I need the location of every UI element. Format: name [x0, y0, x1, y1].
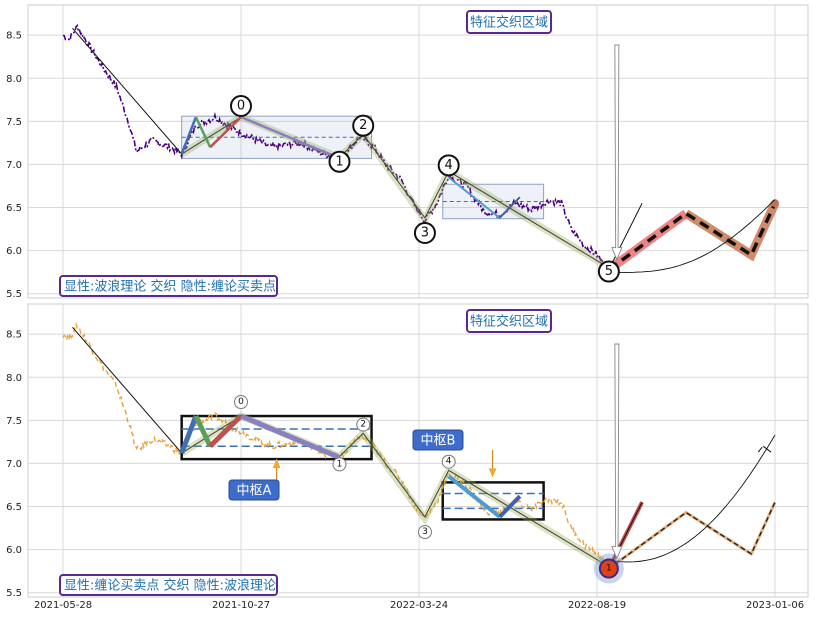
annotation-top-box: 特征交织区域 — [466, 10, 552, 34]
wave-point-marker — [413, 222, 436, 245]
wave-point-marker — [437, 154, 460, 177]
wave-point-label: 5 — [605, 264, 613, 279]
callout-arrow-icon — [272, 459, 281, 469]
annotation-bottom-label: 显性:缠论买卖点 交织 隐性:波浪理论 — [64, 578, 276, 594]
arc-end-hook-icon — [757, 445, 772, 453]
wave-point-label: 1 — [337, 459, 343, 469]
annotation-bottom-box: 显性:波浪理论 交织 隐性:缠论买卖点 — [59, 275, 278, 297]
callout-arrow-icon — [488, 468, 497, 478]
sub-wave-segment — [447, 474, 501, 519]
annotation-top-frame — [466, 10, 552, 34]
y-tick-label: 7.0 — [6, 459, 22, 470]
annotation-top-frame — [466, 309, 552, 333]
wave-point-marker — [597, 260, 620, 283]
wave-point-label: 0 — [237, 99, 245, 114]
sub-wave-segment — [498, 196, 521, 219]
projection-arc — [608, 434, 776, 563]
x-tick-label: 2022-08-19 — [568, 600, 626, 611]
wave-point-marker — [332, 457, 347, 472]
y-tick-label: 6.5 — [6, 203, 22, 214]
wave-point-label: 2 — [359, 118, 367, 133]
wave-point-label: 2 — [360, 420, 366, 430]
top-panel: 5.5 6.0 6.5 7.0 7.5 8.0 8.5 0 1 2 3 4 5 特征交织区域显性:波浪理论… — [6, 4, 809, 300]
x-tick-label: 2023-01-06 — [746, 600, 804, 611]
zhongshu-label: 中枢A — [237, 484, 272, 499]
plot-frame — [27, 4, 809, 299]
sub-wave-segment — [179, 415, 199, 454]
wave-point-label: 0 — [238, 397, 244, 407]
sub-wave-segment — [208, 414, 243, 448]
annotation-top-label: 特征交织区域 — [470, 314, 548, 330]
sub-wave-segment — [240, 413, 341, 460]
y-tick-label: 7.5 — [6, 416, 22, 427]
projection-path — [607, 202, 777, 272]
rising-line — [608, 202, 643, 270]
y-tick-label: 5.5 — [6, 588, 22, 599]
zhongshu-label-box — [412, 429, 464, 451]
down-arrow-icon — [611, 343, 623, 560]
wave-point-marker — [598, 558, 619, 579]
x-tick-label: 2021-05-28 — [34, 600, 92, 611]
projection-arc — [608, 199, 776, 273]
wave-point-label: 3 — [422, 527, 428, 537]
wave-point-label: 4 — [446, 457, 452, 467]
x-tick-label: 2021-10-27 — [212, 600, 270, 611]
annotation-bottom-box: 显性:缠论买卖点 交织 隐性:波浪理论 — [59, 574, 278, 596]
bottom-panel: 5.5 6.0 6.5 7.0 7.5 8.0 8.5 0 1 2 3 4 1 特征交织区域显性:缠论买卖… — [6, 303, 809, 599]
wave-point-marker — [417, 525, 432, 540]
annotation-top-label: 特征交织区域 — [470, 15, 548, 31]
annotation-top-box: 特征交织区域 — [466, 309, 552, 333]
sub-wave-segment — [448, 176, 501, 219]
x-tick-label: 2022-03-24 — [390, 600, 448, 611]
sub-wave-segment — [209, 116, 242, 149]
y-tick-label: 6.5 — [6, 502, 22, 513]
down-arrow-icon — [611, 44, 623, 261]
x-axis: 2021-05-28 2021-10-27 2022-03-24 2022-08-19… — [34, 600, 804, 611]
wave-point-marker — [230, 95, 252, 118]
wave-point-marker — [441, 454, 456, 469]
y-tick-label: 8.0 — [6, 74, 22, 85]
annotation-bottom-label: 显性:波浪理论 交织 隐性:缠论买卖点 — [64, 279, 276, 295]
sub-wave-segment — [194, 116, 212, 148]
trend-line — [72, 326, 610, 568]
y-tick-label: 7.5 — [6, 117, 22, 128]
y-tick-label: 8.5 — [6, 330, 22, 341]
sub-wave-segment — [180, 116, 198, 155]
sub-wave-segment — [498, 494, 522, 519]
y-tick-label: 6.0 — [6, 545, 22, 556]
rising-line — [608, 501, 643, 569]
projection-end-marker — [771, 199, 779, 208]
y-tick-label: 6.0 — [6, 246, 22, 257]
wave-point-marker — [352, 114, 375, 137]
wave-point-label: 4 — [445, 158, 453, 173]
wave-point-marker — [356, 417, 371, 432]
wave-band — [179, 412, 611, 570]
annotation-bottom-frame — [59, 574, 278, 596]
projection-path — [608, 501, 776, 570]
y-tick-label: 7.0 — [6, 160, 22, 171]
projection-glow — [606, 209, 689, 274]
y-tick-label: 5.5 — [6, 289, 22, 300]
zhongshu-label-box — [228, 479, 280, 501]
zhongshu-box — [441, 481, 545, 521]
wave-point-marker — [234, 395, 248, 410]
wave-point-label: 1 — [335, 154, 343, 169]
annotation-bottom-frame — [59, 275, 278, 297]
wave-point-label: 1 — [606, 564, 612, 574]
wave-point-label: 3 — [421, 226, 429, 241]
wave-point-marker — [328, 150, 351, 173]
y-tick-label: 8.0 — [6, 373, 22, 384]
sub-wave-segment — [240, 115, 340, 160]
y-tick-label: 8.5 — [6, 31, 22, 42]
trend-line — [72, 27, 610, 269]
sub-wave-segment — [193, 414, 213, 448]
zhongshu-label: 中枢B — [421, 434, 456, 449]
